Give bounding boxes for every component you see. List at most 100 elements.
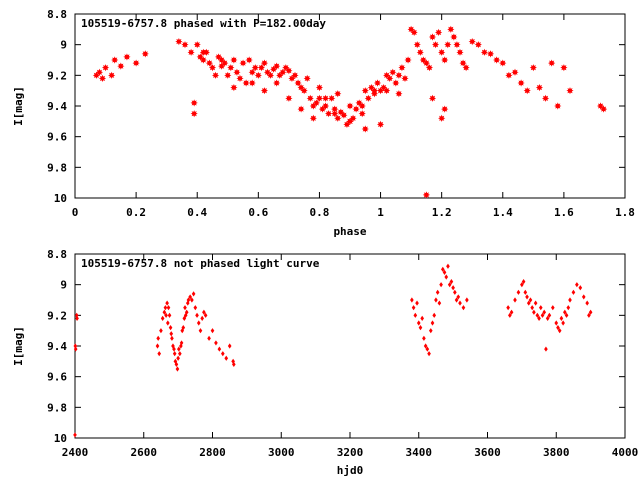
data-point (176, 346, 181, 352)
data-point (251, 64, 259, 72)
data-point (428, 94, 437, 102)
data-point (542, 309, 547, 315)
data-point (164, 312, 168, 318)
data-point (315, 84, 324, 92)
data-point (415, 300, 419, 306)
data-point (157, 351, 162, 357)
data-point (178, 351, 182, 357)
data-point (218, 62, 226, 70)
data-point (541, 94, 550, 102)
y-tick-label: 9.8 (47, 401, 67, 414)
data-point (98, 74, 107, 82)
data-point (422, 191, 430, 199)
data-point (571, 289, 576, 295)
data-point (312, 99, 320, 107)
chart-title: 105519-6757.8 not phased light curve (81, 257, 320, 270)
x-tick-label: 2400 (62, 446, 89, 459)
x-tick-label: 0.6 (248, 206, 268, 219)
data-point (183, 305, 187, 311)
data-point (564, 312, 569, 318)
data-point (401, 74, 409, 82)
data-point (529, 64, 537, 72)
data-point (260, 87, 269, 95)
x-tick-label: 0.2 (126, 206, 146, 219)
data-point (508, 312, 512, 318)
data-point (413, 41, 421, 49)
data-point (404, 56, 412, 64)
data-point (556, 325, 560, 331)
data-point (525, 294, 529, 300)
data-point (203, 312, 208, 318)
data-point (373, 79, 382, 87)
data-point (516, 289, 521, 295)
data-point (260, 59, 269, 67)
data-point (321, 102, 330, 110)
data-point (227, 343, 232, 349)
data-point (193, 305, 198, 311)
chart-title: 105519-6757.8 phased with P=182.00day (81, 17, 326, 30)
data-point (185, 300, 190, 306)
y-tick-label: 8.8 (47, 8, 67, 21)
data-point (174, 361, 179, 367)
data-point (300, 87, 308, 95)
data-point (370, 90, 379, 98)
x-tick-label: 3800 (543, 446, 570, 459)
data-point (389, 68, 397, 76)
data-point (588, 309, 593, 315)
data-point (210, 328, 215, 334)
data-point (245, 56, 253, 64)
data-point (547, 312, 552, 318)
data-point (175, 366, 180, 372)
data-point (545, 315, 550, 321)
data-point (410, 297, 414, 303)
data-point (211, 71, 220, 79)
data-point (528, 297, 533, 303)
x-tick-label: 3600 (474, 446, 501, 459)
data-point (548, 59, 556, 67)
data-point (340, 111, 348, 119)
data-point (535, 84, 544, 92)
data-point (535, 312, 540, 318)
data-point (554, 102, 562, 110)
data-point (410, 28, 418, 36)
data-point (416, 48, 424, 56)
data-point (165, 320, 170, 326)
data-point (441, 105, 449, 113)
data-point (242, 79, 250, 87)
data-point (520, 282, 524, 288)
data-point (461, 305, 466, 311)
data-point (297, 105, 305, 113)
data-point (446, 263, 450, 269)
data-point (422, 59, 430, 67)
data-point (181, 41, 189, 49)
data-point (499, 59, 507, 67)
y-tick-label: 9.4 (47, 340, 67, 353)
data-point (196, 320, 201, 326)
data-point (159, 328, 163, 334)
data-point (123, 53, 131, 61)
data-point (432, 312, 437, 318)
data-point (425, 346, 430, 352)
data-point (170, 335, 174, 341)
data-point (361, 125, 369, 133)
unphased-light-curve-panel: 2400 2600 2800 3000 3200 3400 3600 3800 4000 8.8 9… (12, 248, 638, 477)
data-point (434, 297, 438, 303)
data-point (435, 28, 443, 36)
data-point (442, 269, 447, 275)
data-point (181, 325, 186, 331)
data-point (233, 68, 241, 76)
y-tick-label: 9 (60, 279, 67, 292)
data-point (334, 90, 342, 98)
data-point (533, 300, 538, 306)
data-point (523, 289, 528, 295)
data-point (224, 71, 232, 79)
data-point (453, 41, 461, 49)
data-point (439, 282, 443, 288)
data-point (309, 114, 317, 122)
data-point (303, 74, 311, 82)
data-point (458, 300, 462, 306)
data-point (175, 38, 183, 46)
x-tick-label: 4000 (612, 446, 639, 459)
data-point (430, 320, 435, 326)
data-point (190, 110, 198, 118)
